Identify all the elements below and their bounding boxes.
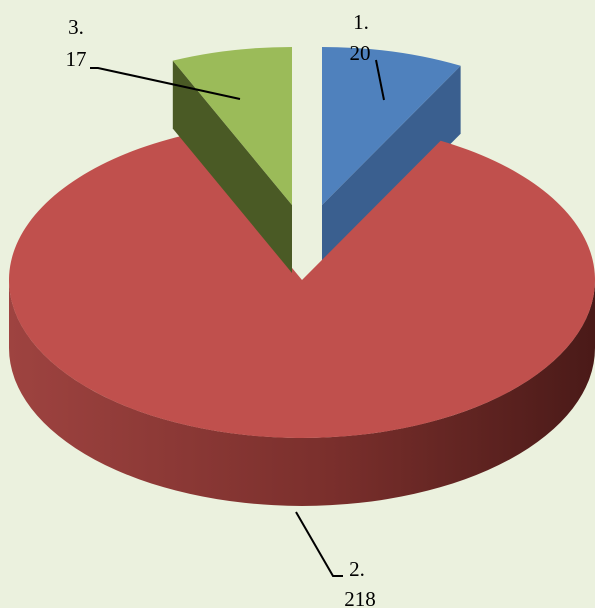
slice-label-3: 3.: [68, 15, 84, 39]
slice-value-1: 20: [350, 41, 371, 65]
leader-line-1: [375, 59, 385, 101]
slice-value-2: 218: [344, 587, 376, 608]
pie-slice-1: [322, 47, 461, 273]
pie-slice-2-top: [9, 135, 595, 438]
pie-slice-1-wall: [322, 65, 461, 273]
pie-slice-1-top: [322, 47, 461, 205]
slice-label-2: 2.: [349, 557, 365, 581]
slice-label-1: 1.: [353, 10, 369, 34]
pie-slice-3: [172, 47, 292, 273]
pie-slice-3-top: [172, 47, 292, 205]
leader-line-2: [295, 511, 343, 577]
leader-line-3: [90, 67, 241, 100]
slice-value-3: 17: [66, 47, 87, 71]
pie-slice-2: [9, 135, 595, 506]
pie-slice-3-wall: [172, 60, 292, 273]
pie-slice-2-rim: [9, 280, 595, 506]
